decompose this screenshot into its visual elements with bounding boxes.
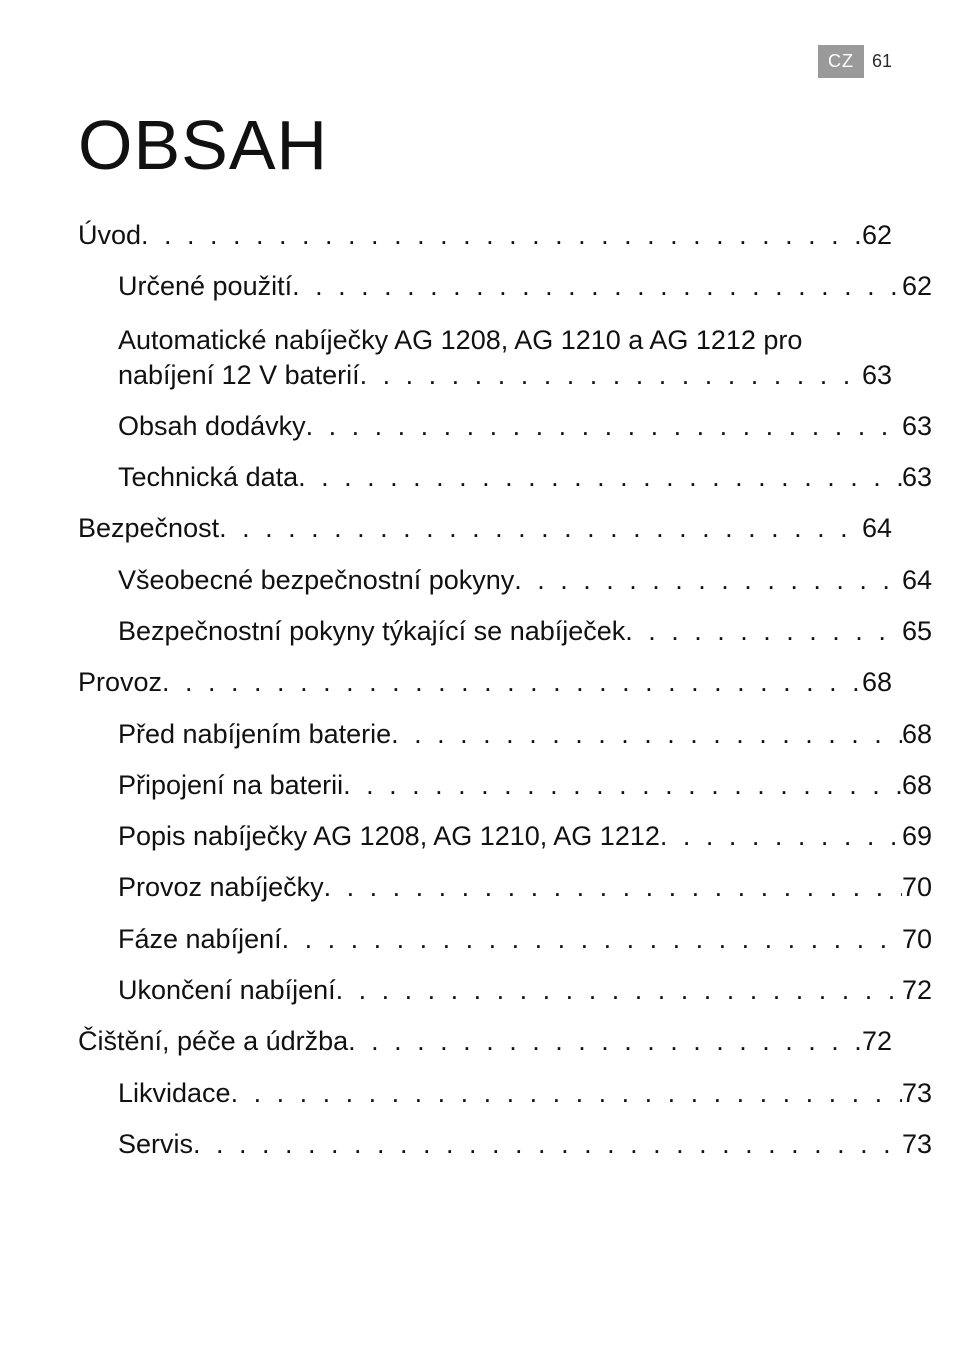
toc-page-number: 63	[902, 452, 932, 503]
toc-label: nabíjení 12 V baterií	[118, 358, 360, 393]
page-header: CZ 61	[818, 45, 892, 78]
toc-label: Likvidace	[118, 1068, 231, 1119]
toc-leader-dots: . . . . . . . . . . . . . . . . . . . . …	[660, 811, 902, 862]
toc-leader-dots: . . . . . . . . . . . . . . . . . . . . …	[231, 1068, 902, 1119]
toc-entry: Technická data . . . . . . . . . . . . .…	[78, 452, 932, 503]
toc-leader-dots: . . . . . . . . . . . . . . . . . . . . …	[219, 503, 862, 554]
toc-entry: Provoz . . . . . . . . . . . . . . . . .…	[78, 657, 892, 708]
toc-label: Provoz nabíječky	[118, 862, 324, 913]
toc-entry: Určené použití . . . . . . . . . . . . .…	[78, 261, 932, 312]
toc-leader-dots: . . . . . . . . . . . . . . . . . . . . …	[324, 862, 902, 913]
toc-page-number: 68	[902, 760, 932, 811]
toc-page-number: 69	[902, 811, 932, 862]
table-of-contents: Úvod . . . . . . . . . . . . . . . . . .…	[78, 210, 892, 1170]
toc-line: Automatické nabíječky AG 1208, AG 1210 a…	[118, 323, 892, 358]
toc-page-number: 68	[902, 709, 932, 760]
toc-entry: Před nabíjením baterie . . . . . . . . .…	[78, 709, 932, 760]
toc-page-number: 68	[862, 657, 892, 708]
toc-leader-dots: . . . . . . . . . . . . . . . . . . . . …	[306, 401, 902, 452]
toc-leader-dots: . . . . . . . . . . . . . . . . . . . . …	[282, 914, 902, 965]
content: OBSAH Úvod . . . . . . . . . . . . . . .…	[78, 105, 892, 1170]
toc-leader-dots: . . . . . . . . . . . . . . . . . . . . …	[336, 965, 902, 1016]
toc-entry: Likvidace . . . . . . . . . . . . . . . …	[78, 1068, 932, 1119]
toc-label: Servis	[118, 1119, 193, 1170]
toc-label: Technická data	[118, 452, 298, 503]
toc-page-number: 64	[902, 555, 932, 606]
toc-label: Čištění, péče a údržba	[78, 1016, 348, 1067]
toc-entry: Bezpečnost . . . . . . . . . . . . . . .…	[78, 503, 892, 554]
toc-entry: Servis . . . . . . . . . . . . . . . . .…	[78, 1119, 932, 1170]
toc-label: Automatické nabíječky AG 1208, AG 1210 a…	[118, 323, 802, 358]
page-title: OBSAH	[78, 105, 892, 185]
toc-entry: Připojení na baterii . . . . . . . . . .…	[78, 760, 932, 811]
toc-label: Určené použití	[118, 261, 292, 312]
toc-leader-dots: . . . . . . . . . . . . . . . . . . . . …	[141, 210, 862, 261]
toc-entry: Úvod . . . . . . . . . . . . . . . . . .…	[78, 210, 892, 261]
toc-leader-dots: . . . . . . . . . . . . . . . . . . . . …	[343, 760, 902, 811]
toc-entry: Obsah dodávky . . . . . . . . . . . . . …	[78, 401, 932, 452]
toc-leader-dots: . . . . . . . . . . . . . . . . . . . . …	[391, 709, 902, 760]
toc-leader-dots: . . . . . . . . . . . . . . . . . . . . …	[193, 1119, 902, 1170]
toc-page-number: 72	[902, 965, 932, 1016]
toc-page-number: 70	[902, 862, 932, 913]
language-badge: CZ	[818, 45, 864, 78]
toc-entry: Čištění, péče a údržba . . . . . . . . .…	[78, 1016, 892, 1067]
toc-leader-dots: . . . . . . . . . . . . . . . . . . . . …	[348, 1016, 862, 1067]
toc-label: Úvod	[78, 210, 141, 261]
toc-leader-dots: . . . . . . . . . . . . . . . . . . . . …	[162, 657, 862, 708]
toc-page-number: 73	[902, 1119, 932, 1170]
page: CZ 61 OBSAH Úvod . . . . . . . . . . . .…	[0, 0, 954, 1345]
toc-label: Připojení na baterii	[118, 760, 343, 811]
toc-page-number: 64	[862, 503, 892, 554]
toc-leader-dots: . . . . . . . . . . . . . . . . . . . . …	[514, 555, 902, 606]
toc-entry: Fáze nabíjení . . . . . . . . . . . . . …	[78, 914, 932, 965]
toc-label: Bezpečnost	[78, 503, 219, 554]
toc-label: Před nabíjením baterie	[118, 709, 391, 760]
toc-page-number: 65	[902, 606, 932, 657]
page-number: 61	[872, 51, 892, 72]
toc-label: Ukončení nabíjení	[118, 965, 336, 1016]
toc-page-number: 62	[902, 261, 932, 312]
toc-entry: Automatické nabíječky AG 1208, AG 1210 a…	[78, 313, 892, 401]
toc-entry: Všeobecné bezpečnostní pokyny . . . . . …	[78, 555, 932, 606]
toc-entry: Ukončení nabíjení . . . . . . . . . . . …	[78, 965, 932, 1016]
toc-page-number: 73	[902, 1068, 932, 1119]
toc-leader-dots: . . . . . . . . . . . . . . . . . . . . …	[298, 452, 902, 503]
toc-page-number: 63	[862, 358, 892, 393]
toc-page-number: 62	[862, 210, 892, 261]
toc-label: Obsah dodávky	[118, 401, 306, 452]
toc-label: Provoz	[78, 657, 162, 708]
toc-label: Bezpečnostní pokyny týkající se nabíječe…	[118, 606, 625, 657]
toc-entry: Popis nabíječky AG 1208, AG 1210, AG 121…	[78, 811, 932, 862]
toc-leader-dots: . . . . . . . . . . . . . . . . . . . . …	[292, 261, 902, 312]
toc-entry: Provoz nabíječky . . . . . . . . . . . .…	[78, 862, 932, 913]
toc-label: Fáze nabíjení	[118, 914, 282, 965]
toc-page-number: 63	[902, 401, 932, 452]
toc-label: Popis nabíječky AG 1208, AG 1210, AG 121…	[118, 811, 660, 862]
toc-line: nabíjení 12 V baterií . . . . . . . . . …	[118, 358, 892, 393]
toc-leader-dots: . . . . . . . . . . . . . . . . . . . . …	[625, 606, 902, 657]
toc-entry: Bezpečnostní pokyny týkající se nabíječe…	[78, 606, 932, 657]
toc-page-number: 72	[862, 1016, 892, 1067]
toc-label: Všeobecné bezpečnostní pokyny	[118, 555, 514, 606]
toc-leader-dots: . . . . . . . . . . . . . . . . . . . . …	[360, 358, 862, 393]
toc-page-number: 70	[902, 914, 932, 965]
